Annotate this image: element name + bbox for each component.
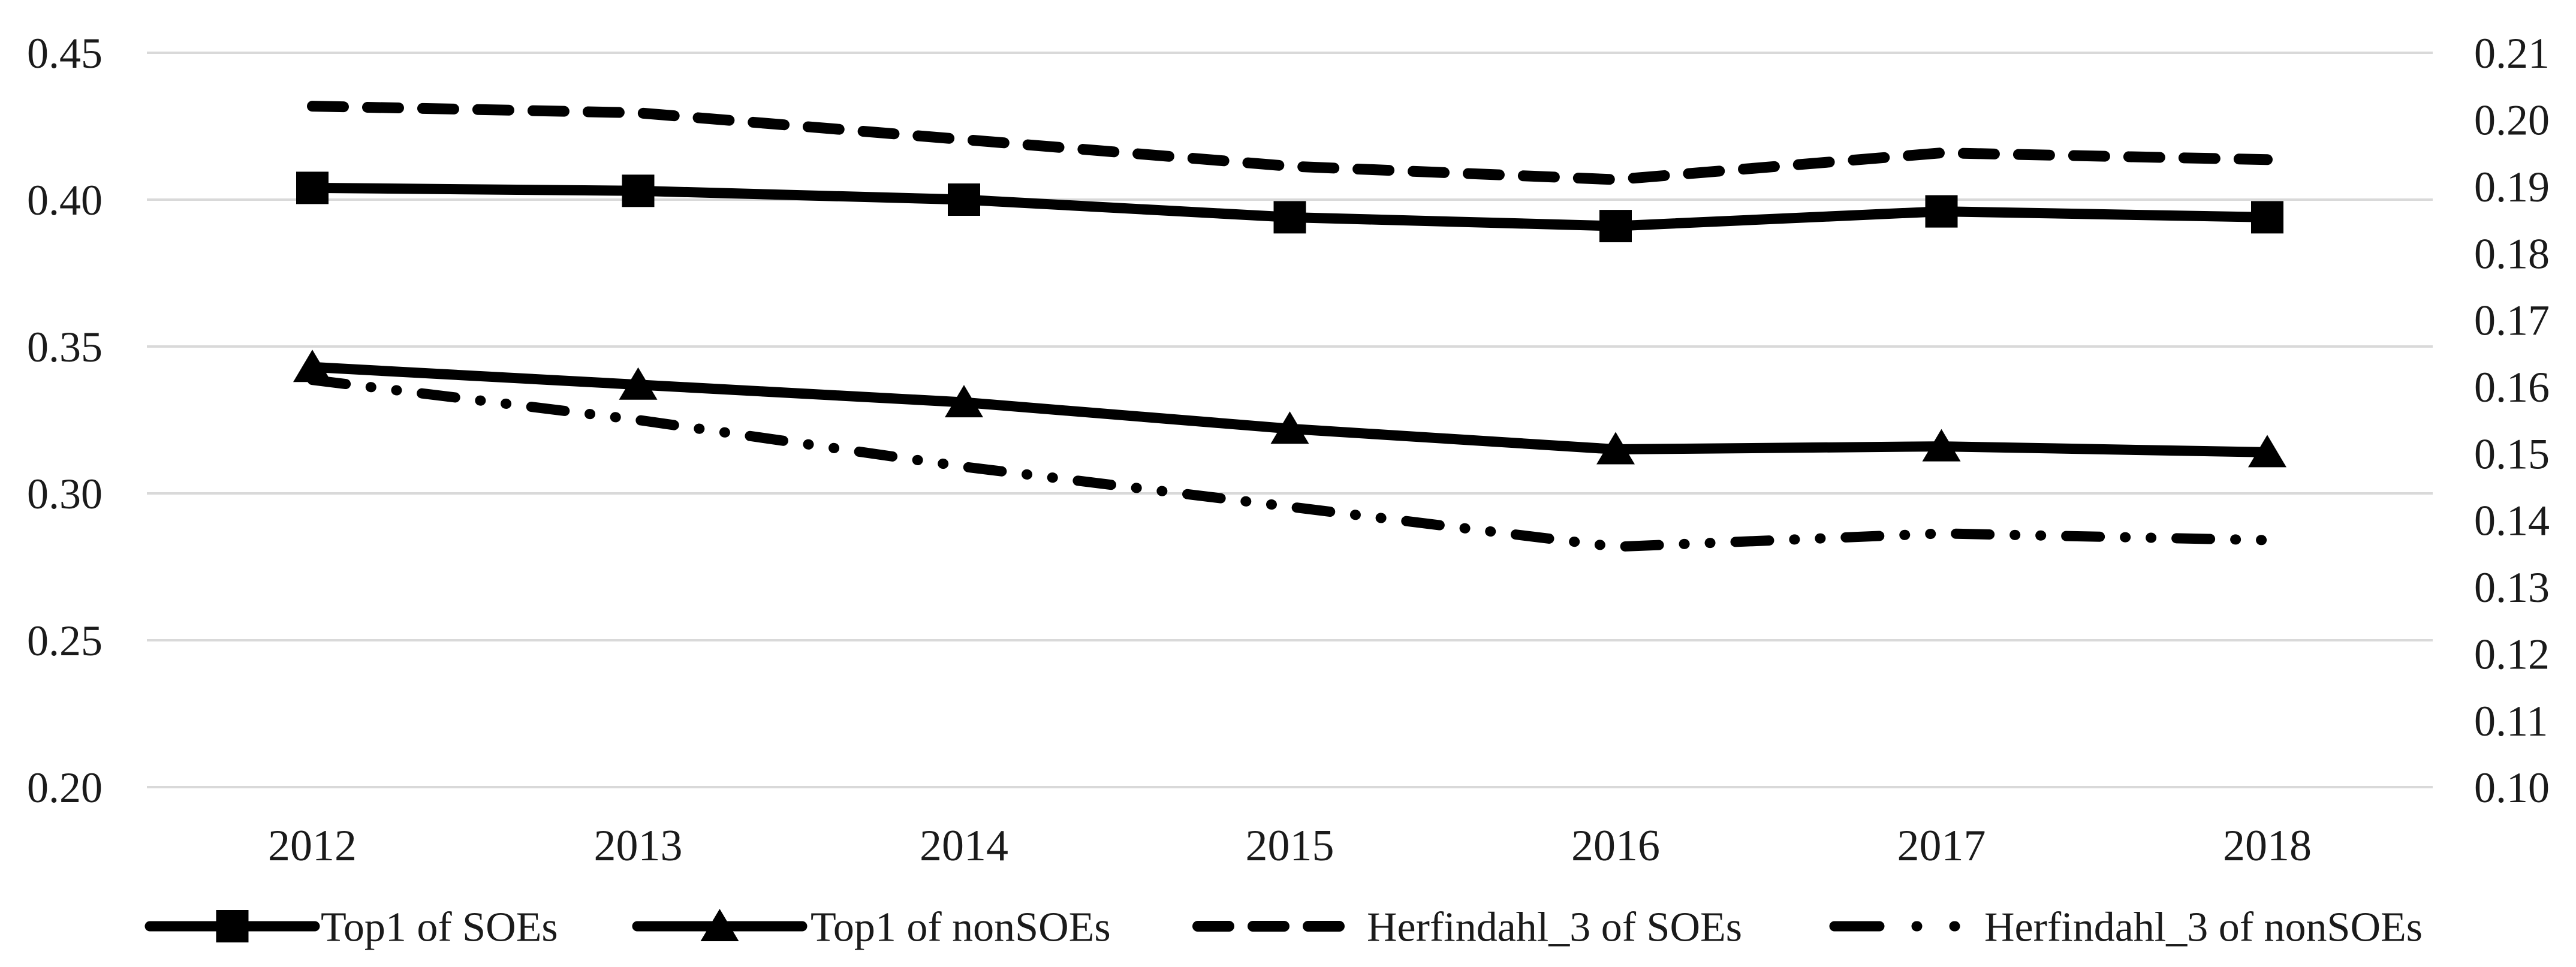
x-axis-tick: 2018 xyxy=(2223,821,2312,870)
legend-label: Top1 of nonSOEs xyxy=(811,905,1111,951)
series-marker-top1-of-soes xyxy=(296,171,329,204)
series-line-herfindahl-3-of-soes xyxy=(307,101,2273,185)
legend-marker-top1-of-soes xyxy=(216,910,249,942)
legend-marker-top1-of-nonsoes xyxy=(700,909,739,941)
series-line-herfindahl-3-of-nonsoes xyxy=(307,375,2273,552)
x-axis-tick: 2014 xyxy=(920,821,1008,870)
x-axis-tick: 2015 xyxy=(1246,821,1334,870)
x-axis-tick: 2017 xyxy=(1897,821,1986,870)
series-top1-of-soes xyxy=(296,171,2283,243)
series-marker-top1-of-nonsoes xyxy=(2248,435,2286,468)
left-axis-tick: 0.20 xyxy=(27,764,103,812)
legend-label: Herfindahl_3 of SOEs xyxy=(1367,905,1742,951)
right-axis-tick: 0.19 xyxy=(2474,163,2550,211)
left-axis-tick: 0.40 xyxy=(27,176,103,224)
legend-item-top1-of-nonsoes: Top1 of nonSOEs xyxy=(632,905,1111,951)
legend-item-herfindahl-3-of-nonsoes: Herfindahl_3 of nonSOEs xyxy=(1829,905,2423,951)
series-marker-top1-of-nonsoes xyxy=(1596,432,1635,465)
right-axis-tick: 0.20 xyxy=(2474,97,2550,144)
x-axis-tick: 2013 xyxy=(594,821,683,870)
right-axis-tick: 0.14 xyxy=(2474,497,2550,545)
right-axis-tick: 0.11 xyxy=(2474,697,2548,745)
right-axis-tick: 0.12 xyxy=(2474,630,2550,678)
legend-label: Herfindahl_3 of nonSOEs xyxy=(1984,905,2423,951)
series-marker-top1-of-soes xyxy=(1599,210,1632,243)
right-axis-tick: 0.16 xyxy=(2474,363,2550,411)
legend: Top1 of SOEs Top1 of nonSOEs Herfindahl_3 … xyxy=(144,905,2423,951)
left-axis-tick: 0.30 xyxy=(27,470,103,518)
x-axis-tick: 2016 xyxy=(1571,821,1660,870)
series-marker-top1-of-soes xyxy=(2251,201,2283,234)
series-herfindahl-3-of-soes xyxy=(307,101,2273,185)
series-marker-top1-of-nonsoes xyxy=(1270,411,1309,444)
left-axis-tick: 0.45 xyxy=(27,29,103,77)
series-top1-of-nonsoes xyxy=(293,350,2286,468)
series-herfindahl-3-of-nonsoes xyxy=(307,375,2273,552)
left-axis-tick: 0.25 xyxy=(27,617,103,665)
series-marker-top1-of-nonsoes xyxy=(945,385,983,418)
right-axis-tick: 0.18 xyxy=(2474,230,2550,278)
legend-item-top1-of-soes: Top1 of SOEs xyxy=(144,905,558,951)
legend-item-herfindahl-3-of-soes: Herfindahl_3 of SOEs xyxy=(1192,905,1742,951)
series-marker-top1-of-nonsoes xyxy=(1922,429,1961,462)
series-marker-top1-of-soes xyxy=(622,174,655,207)
left-axis-tick: 0.35 xyxy=(27,323,103,371)
right-axis-tick: 0.10 xyxy=(2474,764,2550,812)
right-axis-tick: 0.15 xyxy=(2474,430,2550,478)
right-axis-tick: 0.13 xyxy=(2474,564,2550,611)
series-marker-top1-of-soes xyxy=(1273,201,1306,234)
x-axis-tick: 2012 xyxy=(268,821,357,870)
right-axis-tick: 0.17 xyxy=(2474,297,2550,345)
series-marker-top1-of-soes xyxy=(1925,195,1958,228)
legend-label: Top1 of SOEs xyxy=(321,905,558,951)
right-axis-tick: 0.21 xyxy=(2474,29,2550,77)
series-marker-top1-of-nonsoes xyxy=(293,350,332,382)
series-marker-top1-of-nonsoes xyxy=(619,367,658,400)
series-marker-top1-of-soes xyxy=(948,183,980,216)
